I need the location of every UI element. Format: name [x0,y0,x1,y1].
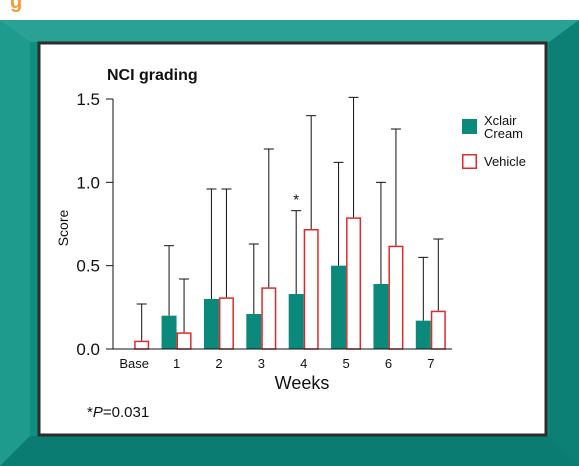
x-tick-label: 7 [427,356,434,371]
xclair-bar [288,294,304,349]
chart-title: NCI grading [107,67,198,84]
footnote-part: * [87,404,93,421]
chart-panel [37,41,548,437]
footnote: *P=0.031 [87,404,149,421]
x-tick-label: 5 [342,356,349,371]
footnote-part: =0.031 [103,404,149,421]
x-tick-label: Base [119,356,149,371]
vehicle-bar [430,310,446,350]
x-axis-label: Weeks [275,373,330,393]
y-tick-label: 0.5 [76,257,100,276]
legend-swatch-vehicle [462,154,477,169]
x-tick-label: 2 [215,356,222,371]
xclair-bar [161,315,177,349]
y-tick-label: 1.5 [76,90,100,109]
footnote-part: P [93,404,103,421]
vehicle-bar [303,229,319,350]
y-tick-label: 1.0 [76,173,100,192]
xclair-bar [415,320,431,349]
cropped-heading-text: g [10,0,23,13]
frame-bevel-left [0,20,30,466]
legend-swatch-xclair [462,119,477,134]
vehicle-bar [134,340,150,350]
xclair-bar [331,265,347,349]
frame-bevel-bottom [0,436,579,466]
cropped-heading-strip: g [0,0,579,20]
vehicle-bar [261,287,277,350]
y-axis-label: Score [55,210,71,247]
legend-label-xclair: Xclair [484,113,517,128]
vehicle-bar [346,217,362,350]
legend-label-vehicle: Vehicle [484,154,526,169]
x-tick-label: 4 [300,356,307,371]
vehicle-bar [176,332,192,350]
x-tick-label: 1 [173,356,180,371]
xclair-bar [246,314,262,349]
vehicle-bar [388,245,404,350]
frame-bevel-top [0,20,579,42]
x-tick-label: 6 [385,356,392,371]
frame-bevel-right [549,20,579,466]
legend-label-xclair: Cream [484,126,523,141]
xclair-bar [203,299,219,349]
vehicle-bar [218,297,234,350]
xclair-bar [373,284,389,349]
y-tick-label: 0.0 [76,340,100,359]
significance-star: * [293,192,299,209]
x-tick-label: 3 [258,356,265,371]
